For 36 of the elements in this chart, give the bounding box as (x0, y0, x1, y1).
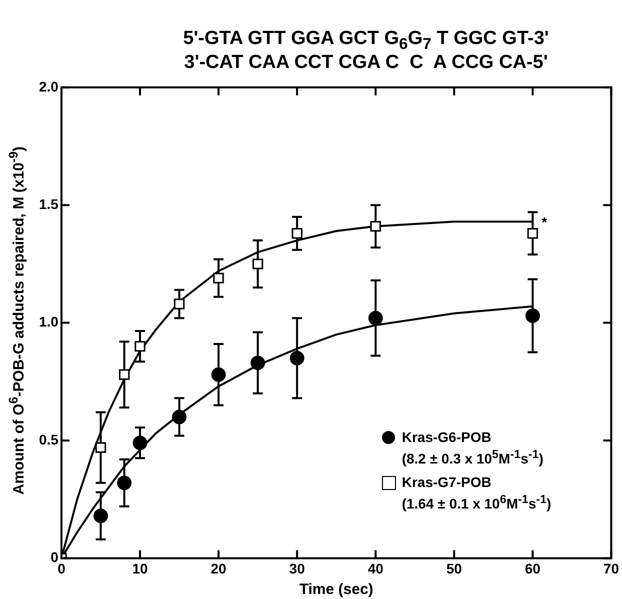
y-tick-label: 2.0 (38, 78, 59, 94)
x-axis-title: Time (sec) (299, 581, 374, 598)
point (93, 508, 108, 524)
point (368, 310, 383, 326)
y-tick-label: 0 (50, 549, 59, 566)
chart-title: 5'-GTA GTT GGA GCT G$_{6}$G$_{7}$ T GGC GT-3' (182, 28, 550, 54)
legend-label: Kras-G6-POB (8.2 ± 0.3 x 10$^{5}$M$^{-1}$s$^{-1}$) (402, 428, 544, 468)
point (117, 476, 132, 490)
point (172, 410, 187, 424)
x-tick-label: 20 (210, 560, 227, 576)
point (134, 340, 146, 352)
point (292, 228, 302, 239)
y-tick-label: 1.5 (38, 196, 59, 212)
point (95, 442, 106, 453)
y-tick-label: 0.5 (38, 431, 59, 448)
point (527, 228, 538, 239)
point (290, 350, 304, 366)
x-tick-label: 40 (368, 560, 384, 576)
point (525, 308, 540, 323)
legend-label: Kras-G7-POB (1.64 ± 0.1 x 10$^{6}$M$^{-1}$s$^{-1}$) (402, 474, 552, 512)
annotation: * (542, 214, 548, 230)
point (132, 436, 148, 450)
x-tick-label: 10 (132, 560, 148, 576)
point (252, 258, 264, 270)
point (118, 369, 130, 380)
point (213, 272, 224, 284)
point (370, 220, 381, 232)
point (174, 298, 185, 310)
chart-subtitle: 3'-CAT CAA CCT CGA C C A CCG CA-5' (183, 52, 549, 74)
point (250, 356, 266, 370)
x-tick-label: 30 (289, 560, 306, 576)
x-tick-label: 70 (603, 560, 620, 576)
x-tick-label: 60 (524, 560, 541, 576)
y-tick-label: 1.0 (38, 314, 59, 330)
point (211, 367, 226, 382)
x-tick-label: 50 (446, 560, 462, 576)
